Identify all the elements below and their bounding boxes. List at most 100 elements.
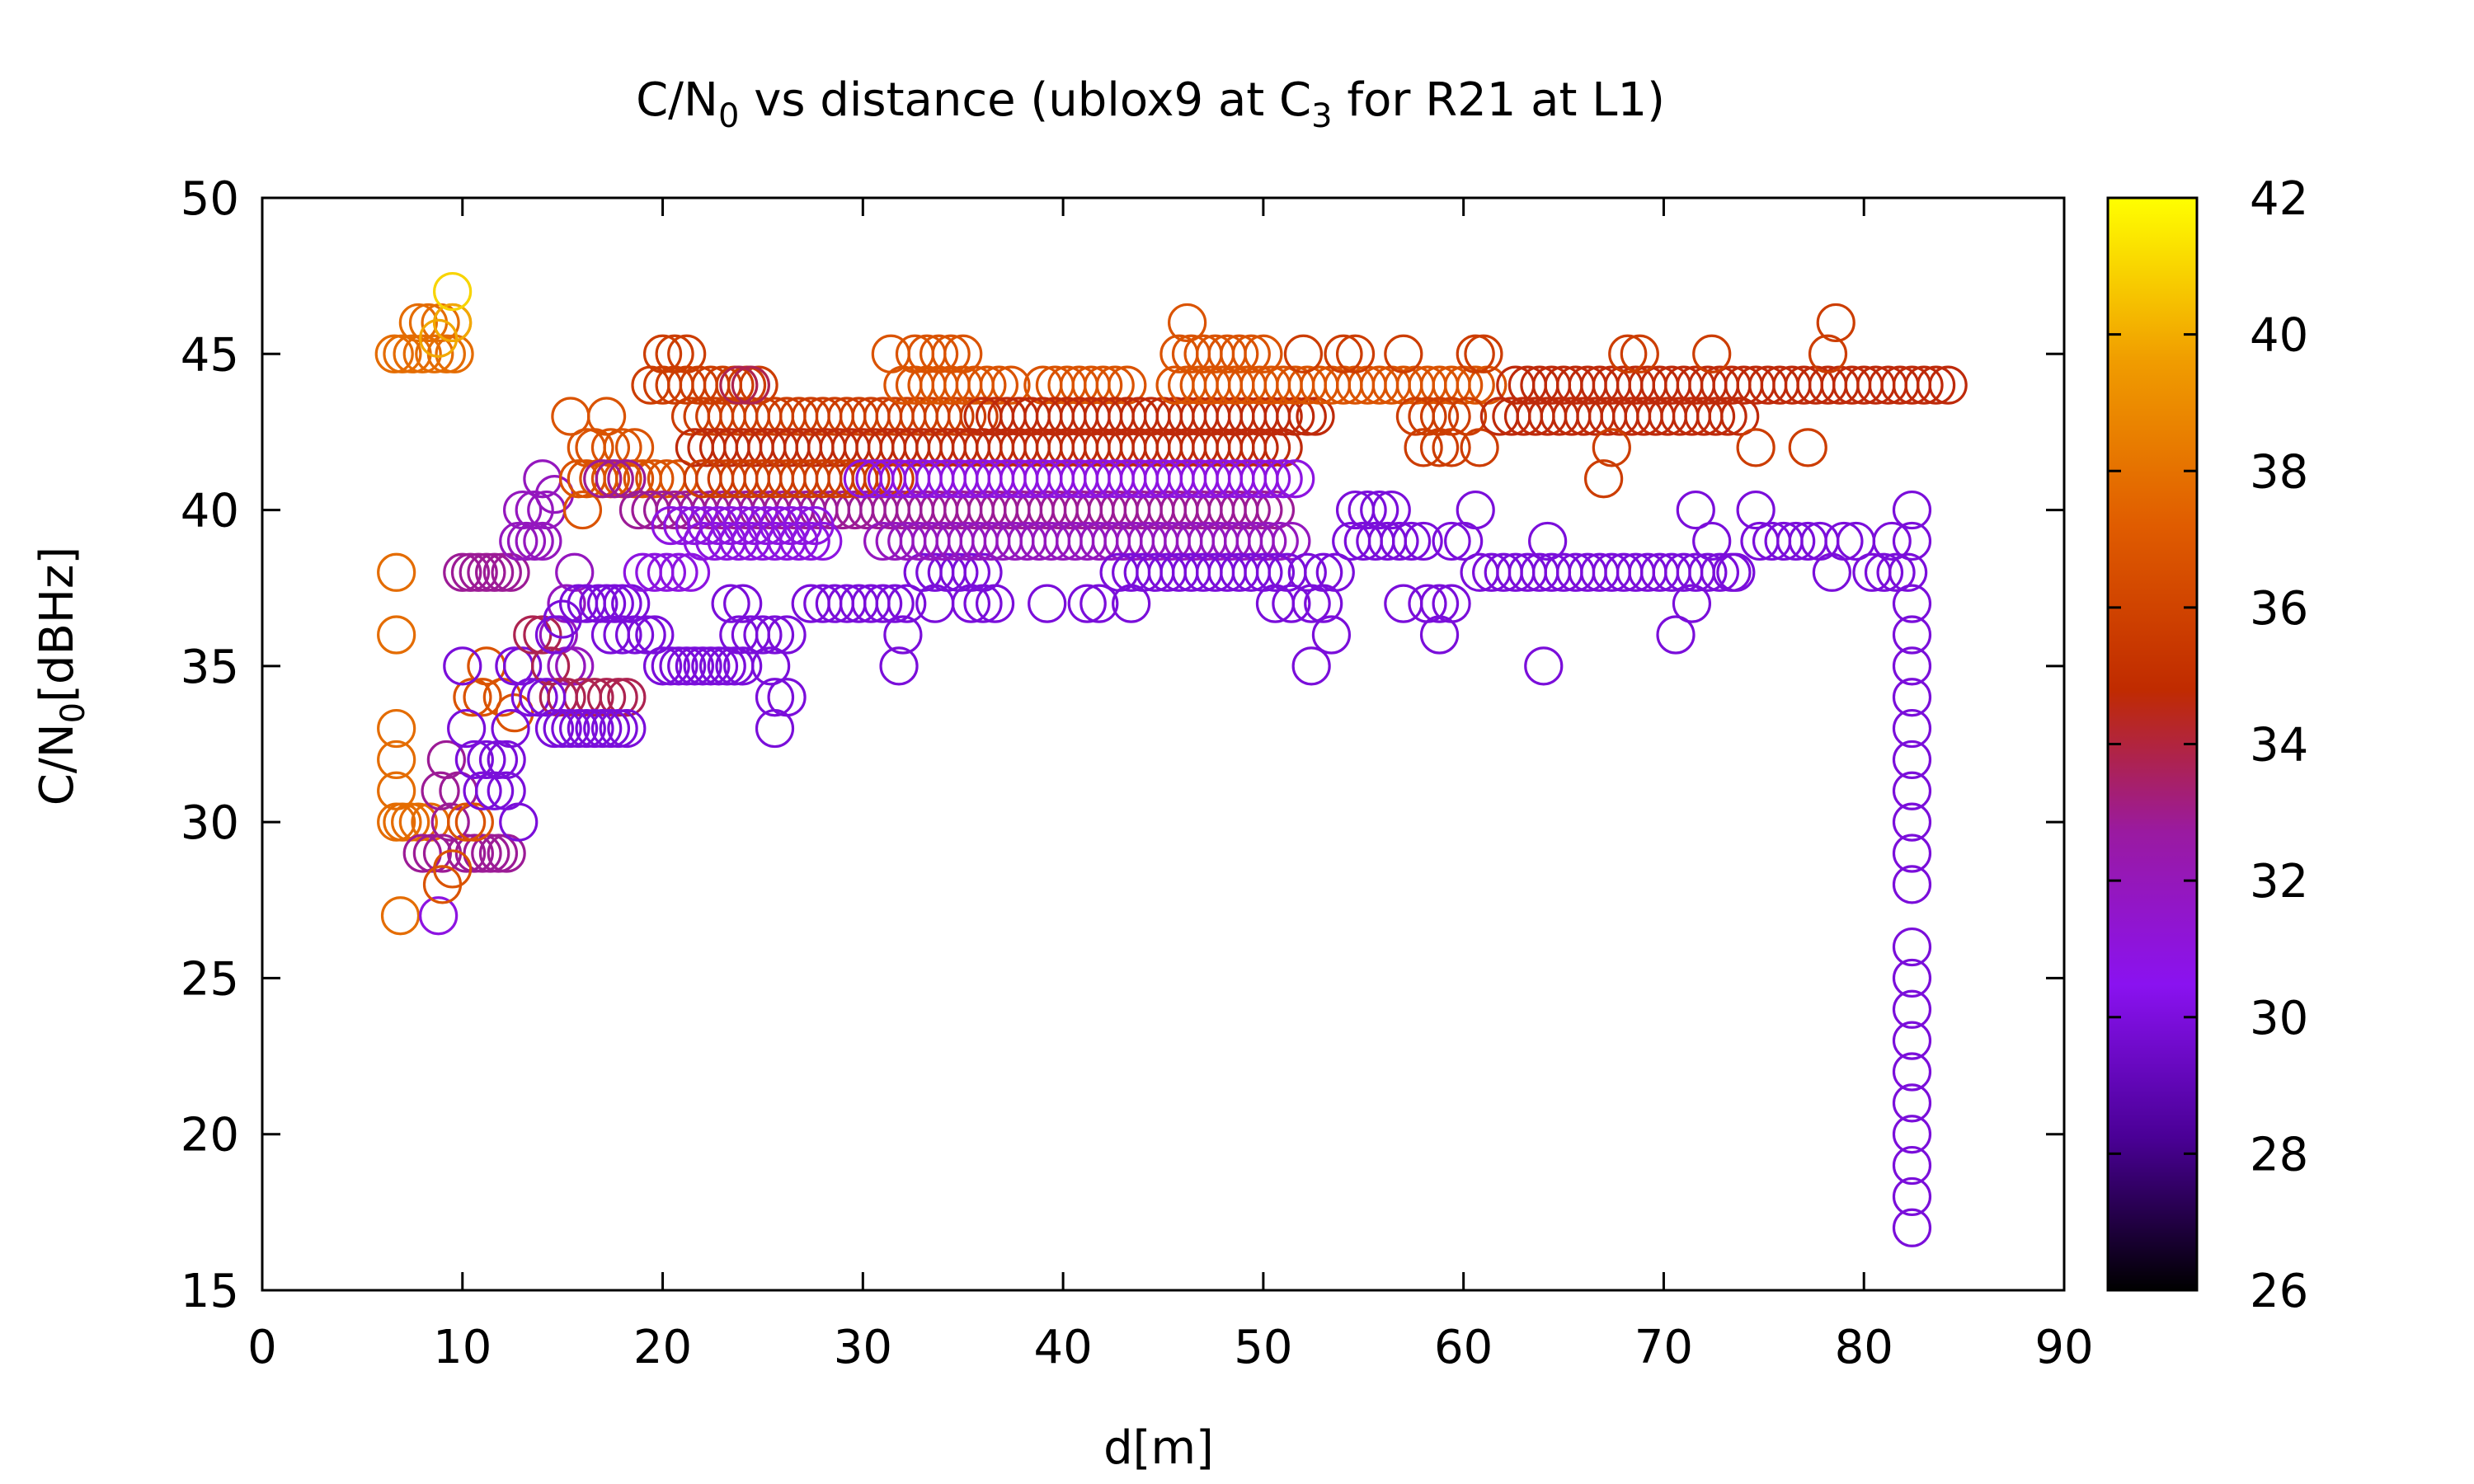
data-point	[647, 552, 687, 592]
data-point	[1892, 646, 1932, 686]
data-point	[1892, 490, 1932, 530]
data-point	[1788, 428, 1827, 467]
data-point	[1688, 552, 1728, 592]
data-point	[475, 771, 515, 810]
data-point	[683, 646, 722, 686]
data-point	[433, 303, 473, 343]
data-point	[1371, 490, 1411, 530]
data-point	[1384, 334, 1423, 373]
data-point	[1231, 490, 1271, 530]
data-point	[1391, 521, 1432, 561]
data-point	[975, 584, 1015, 623]
data-point	[1276, 459, 1315, 499]
data-point	[515, 490, 554, 530]
data-point	[463, 834, 502, 873]
data-point	[1620, 334, 1659, 373]
y-tick-label: 35	[181, 641, 239, 694]
data-point	[430, 802, 470, 842]
data-point	[463, 771, 502, 810]
data-point	[1380, 521, 1419, 561]
y-axis-title: C/N0[dBHz]	[31, 547, 92, 805]
data-point	[1720, 397, 1760, 436]
data-point	[1892, 802, 1932, 842]
data-point	[1892, 865, 1932, 904]
data-point	[883, 615, 923, 655]
data-point	[719, 615, 759, 655]
data-point	[1259, 521, 1299, 561]
data-point	[527, 678, 567, 717]
x-tick-label: 90	[2034, 1321, 2093, 1374]
data-point	[1892, 927, 1932, 967]
data-point	[1700, 552, 1740, 592]
data-point	[433, 271, 473, 312]
data-point	[667, 646, 707, 686]
data-point	[1524, 646, 1564, 686]
data-point	[1067, 584, 1107, 623]
y-tick-label: 40	[181, 485, 239, 538]
data-point	[447, 708, 487, 749]
data-point	[491, 708, 530, 749]
data-point	[951, 584, 991, 623]
data-point	[1816, 303, 1856, 343]
data-point	[419, 318, 459, 358]
data-point	[595, 584, 634, 623]
y-tick-label: 50	[181, 172, 239, 226]
data-point	[583, 708, 623, 749]
data-point	[1656, 615, 1696, 655]
data-point	[1528, 521, 1568, 561]
data-point	[603, 615, 642, 655]
data-point	[1168, 303, 1207, 343]
data-point	[467, 552, 506, 592]
data-point	[711, 584, 750, 623]
data-point	[1892, 771, 1932, 810]
data-point	[755, 678, 795, 717]
data-point	[1287, 552, 1327, 592]
data-point	[447, 834, 487, 873]
data-point	[659, 552, 698, 592]
data-point	[523, 615, 562, 655]
data-point	[1892, 740, 1932, 780]
data-point	[1263, 459, 1303, 499]
colorbar-tick-label: 28	[2250, 1128, 2308, 1181]
x-tick-label: 20	[633, 1321, 692, 1374]
data-point	[1892, 678, 1932, 717]
data-point	[1872, 521, 1912, 561]
data-point	[374, 334, 414, 373]
data-point	[1028, 584, 1067, 623]
data-point	[635, 615, 675, 655]
data-point	[863, 584, 903, 623]
data-point	[459, 552, 498, 592]
data-point	[478, 834, 519, 873]
data-point	[979, 365, 1019, 405]
data-point	[1892, 1052, 1932, 1092]
data-point	[599, 678, 638, 717]
x-tick-label: 0	[247, 1321, 277, 1374]
data-point	[1824, 521, 1864, 561]
data-point	[1432, 428, 1471, 467]
data-point	[607, 708, 647, 749]
data-point	[1864, 552, 1904, 592]
data-point	[1692, 521, 1732, 561]
data-point	[402, 334, 442, 373]
data-point	[575, 678, 614, 717]
data-point	[1244, 334, 1283, 373]
data-point	[590, 428, 631, 467]
data-point	[1315, 552, 1355, 592]
data-point	[1892, 1176, 1932, 1217]
data-point	[377, 708, 416, 749]
data-point	[503, 646, 543, 686]
data-point	[698, 646, 739, 686]
data-point	[1296, 397, 1335, 436]
axis-ticks: 0 10 20 30 40 50 60 70 80 90 15 20 25 30 35 40 45 50	[181, 172, 2094, 1374]
data-point	[771, 505, 811, 546]
x-tick-label: 70	[1634, 1321, 1693, 1374]
data-point	[1079, 584, 1119, 623]
data-point	[543, 708, 582, 749]
data-point	[1592, 428, 1631, 467]
data-point	[1776, 521, 1816, 561]
data-point	[1255, 490, 1296, 530]
x-tick-label: 30	[834, 1321, 892, 1374]
data-point	[1708, 397, 1747, 436]
data-point	[1419, 584, 1460, 623]
